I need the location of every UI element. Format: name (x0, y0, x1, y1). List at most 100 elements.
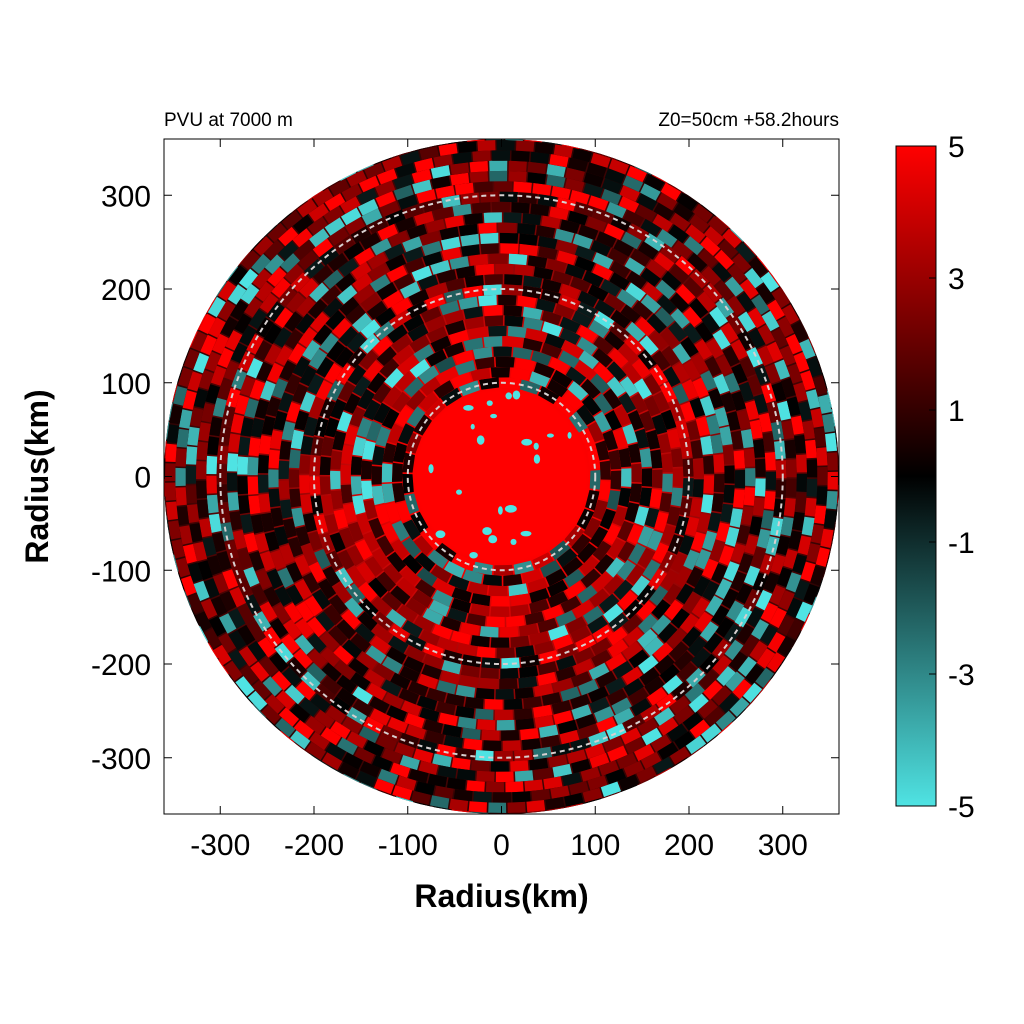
pv-cell (645, 429, 661, 450)
pv-cell (618, 343, 639, 364)
pv-cell (179, 409, 193, 429)
pv-cell (259, 656, 279, 677)
pv-cell (314, 709, 335, 729)
pv-cell (737, 311, 756, 332)
pv-cell (659, 664, 680, 684)
pv-cell (466, 780, 485, 792)
pv-cell (756, 648, 776, 669)
pv-cell (206, 455, 218, 475)
pv-cell (541, 278, 562, 293)
pv-cell (490, 637, 510, 648)
pv-cell (729, 697, 750, 717)
pv-cell (469, 160, 489, 173)
pv-cell (771, 287, 790, 309)
pv-cell (360, 480, 373, 500)
pv-cell (792, 511, 805, 531)
pv-cell (638, 613, 658, 634)
pv-cell (618, 487, 632, 508)
pv-cell (544, 332, 566, 349)
pv-cell (515, 718, 535, 731)
pv-cell (480, 191, 499, 203)
pv-cell (643, 395, 661, 417)
pv-cell (278, 480, 290, 499)
pv-cell (470, 593, 491, 607)
pv-cell (216, 445, 229, 464)
pv-cell (278, 226, 299, 247)
pv-cell (806, 478, 818, 497)
pv-cell (346, 332, 367, 353)
pv-cell (227, 284, 247, 305)
pv-cell (794, 493, 807, 512)
pv-cell (649, 488, 663, 509)
pv-cell (250, 514, 264, 534)
pv-cell (349, 672, 371, 691)
pv-cell (271, 277, 291, 298)
pv-cell (384, 243, 405, 261)
pv-cell (703, 632, 723, 654)
pv-cell (700, 236, 721, 256)
pv-cell (510, 604, 530, 617)
x-axis-ticks: -300 -200 -100 0 100 200 300 (190, 139, 808, 862)
pv-cell (549, 206, 569, 221)
pv-cell (681, 379, 699, 400)
pv-cell (661, 409, 677, 430)
pv-cell (533, 683, 554, 697)
pv-cell (220, 316, 238, 337)
pv-cell (403, 203, 424, 219)
pv-cell (260, 380, 276, 401)
pv-cell (785, 572, 802, 593)
pv-cell (376, 734, 397, 752)
pv-cell (323, 205, 344, 225)
pv-cell (385, 254, 407, 272)
title-right: Z0=50cm +58.2hours (658, 110, 839, 131)
pv-cell (699, 669, 719, 690)
pv-cell (524, 611, 545, 626)
pv-cell (652, 213, 673, 232)
pv-cell (358, 726, 380, 744)
pv-cell (628, 443, 642, 463)
pv-cell (489, 253, 508, 264)
pv-cell (609, 272, 630, 291)
pv-cell (343, 393, 361, 414)
pv-cell (589, 752, 610, 769)
pv-core-spot (463, 405, 474, 411)
pv-cell (345, 304, 366, 325)
pv-cell (479, 626, 499, 638)
pv-cell (337, 737, 358, 756)
pv-cell (480, 667, 499, 679)
pv-cell (765, 471, 777, 490)
pv-cell (745, 664, 765, 685)
pv-cell (630, 248, 651, 267)
pv-cell (237, 624, 256, 646)
pv-cell (624, 257, 646, 276)
pv-cell (592, 499, 609, 521)
pv-cell (813, 427, 827, 447)
pv-cell (426, 326, 448, 343)
pv-cell (730, 543, 746, 564)
pv-cell (478, 294, 497, 307)
pv-cell (330, 721, 351, 740)
pv-cell (449, 256, 470, 270)
pv-cell (785, 333, 803, 355)
pv-cell (593, 393, 613, 414)
pv-cell (287, 657, 307, 678)
pv-cell (701, 558, 719, 580)
pv-cell (414, 157, 434, 173)
pv-cell (390, 585, 411, 606)
pv-cell (513, 560, 535, 575)
pv-cell (736, 409, 751, 430)
pv-cell (395, 216, 416, 233)
pv-cell (507, 325, 527, 338)
pv-cell (577, 542, 598, 564)
pv-cell (696, 513, 711, 533)
pv-cell (277, 392, 294, 413)
pv-cell (726, 295, 746, 316)
pv-core-spot (497, 506, 503, 515)
pv-cell (511, 150, 530, 162)
pv-cell (518, 192, 538, 204)
pv-cell (411, 265, 433, 282)
pv-cell (187, 593, 204, 615)
pv-cell (480, 243, 499, 255)
pv-cell (579, 555, 600, 576)
pv-cell (694, 549, 712, 570)
